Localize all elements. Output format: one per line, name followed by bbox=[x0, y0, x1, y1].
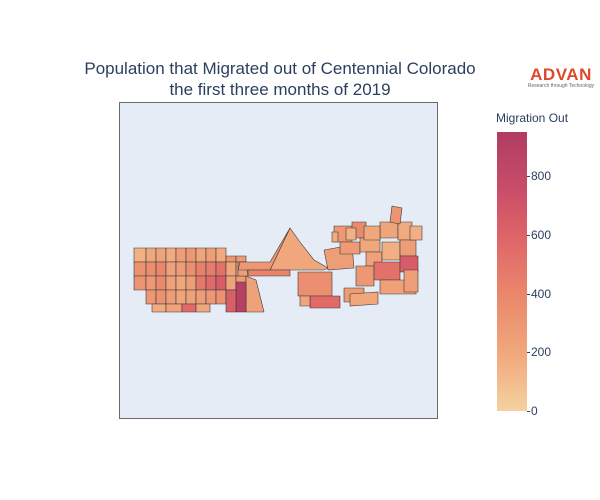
chart-title: Population that Migrated out of Centenni… bbox=[0, 58, 560, 100]
colorbar-tick-mark bbox=[527, 352, 530, 354]
colorbar-tick-label: 200 bbox=[531, 345, 552, 360]
census-tract[interactable] bbox=[379, 221, 399, 239]
census-tract[interactable] bbox=[195, 303, 211, 313]
census-tract[interactable] bbox=[205, 289, 217, 305]
census-tract[interactable] bbox=[185, 261, 197, 277]
census-tract[interactable] bbox=[389, 205, 403, 225]
census-tract[interactable] bbox=[155, 289, 167, 305]
census-tract[interactable] bbox=[409, 225, 423, 241]
census-tract[interactable] bbox=[225, 289, 237, 313]
census-tract[interactable] bbox=[225, 261, 237, 277]
census-tract[interactable] bbox=[181, 303, 197, 313]
census-tract[interactable] bbox=[155, 247, 167, 263]
census-tract[interactable] bbox=[403, 269, 419, 293]
census-tract[interactable] bbox=[363, 225, 381, 241]
colorbar-tick-mark bbox=[527, 293, 530, 295]
census-tract[interactable] bbox=[247, 269, 291, 277]
census-tract[interactable] bbox=[155, 261, 167, 277]
colorbar-tick-label: 0 bbox=[531, 404, 538, 418]
census-tract[interactable] bbox=[373, 261, 401, 281]
colorbar-tick-label: 400 bbox=[531, 286, 552, 301]
census-tract[interactable] bbox=[175, 261, 187, 277]
census-tract[interactable] bbox=[195, 261, 207, 277]
census-tract[interactable] bbox=[145, 275, 157, 291]
census-tract[interactable] bbox=[215, 275, 227, 291]
logo-brand: ADVAN bbox=[530, 65, 592, 84]
census-tract[interactable] bbox=[225, 275, 237, 291]
census-tract[interactable] bbox=[225, 255, 237, 263]
census-tract[interactable] bbox=[297, 271, 333, 297]
census-tract[interactable] bbox=[399, 239, 417, 257]
census-tract[interactable] bbox=[235, 255, 247, 263]
choropleth-map[interactable] bbox=[120, 103, 437, 418]
census-tract[interactable] bbox=[175, 289, 187, 305]
census-tract[interactable] bbox=[133, 275, 147, 291]
census-tract[interactable] bbox=[175, 275, 187, 291]
census-tract[interactable] bbox=[331, 231, 339, 243]
colorbar-tick-mark bbox=[527, 176, 530, 178]
census-tract[interactable] bbox=[349, 291, 379, 307]
census-tract[interactable] bbox=[185, 247, 197, 263]
advan-logo: ADVAN Research through Technology bbox=[526, 66, 596, 89]
census-tract[interactable] bbox=[355, 265, 375, 287]
census-tract[interactable] bbox=[165, 247, 177, 263]
census-tract[interactable] bbox=[165, 261, 177, 277]
census-tract[interactable] bbox=[205, 261, 217, 277]
census-tract[interactable] bbox=[309, 295, 341, 309]
census-tract[interactable] bbox=[215, 289, 227, 305]
census-tract[interactable] bbox=[145, 261, 157, 277]
census-tract[interactable] bbox=[195, 275, 207, 291]
census-tract[interactable] bbox=[185, 289, 197, 305]
title-line-2: the first three months of 2019 bbox=[169, 80, 391, 99]
logo-tagline: Research through Technology bbox=[527, 83, 595, 89]
census-tract[interactable] bbox=[175, 247, 187, 263]
census-tract[interactable] bbox=[399, 255, 419, 273]
census-tract[interactable] bbox=[151, 303, 167, 313]
census-tract[interactable] bbox=[235, 281, 247, 313]
census-tract[interactable] bbox=[339, 241, 361, 255]
colorbar-title: Migration Out bbox=[496, 111, 569, 125]
census-tract[interactable] bbox=[245, 275, 265, 313]
census-tract[interactable] bbox=[381, 241, 401, 261]
colorbar-tick-label: 800 bbox=[531, 169, 552, 184]
census-tract[interactable] bbox=[145, 247, 157, 263]
census-tract[interactable] bbox=[299, 295, 311, 307]
census-tract[interactable] bbox=[215, 247, 227, 263]
census-tract[interactable] bbox=[165, 275, 177, 291]
census-tract[interactable] bbox=[185, 275, 197, 291]
census-tract[interactable] bbox=[145, 289, 157, 305]
census-tract[interactable] bbox=[205, 275, 217, 291]
census-tract[interactable] bbox=[133, 247, 147, 263]
census-tract[interactable] bbox=[165, 303, 183, 313]
census-tract[interactable] bbox=[195, 247, 207, 263]
census-tract[interactable] bbox=[155, 275, 167, 291]
census-tract[interactable] bbox=[345, 227, 357, 241]
colorbar bbox=[497, 132, 527, 411]
census-tract[interactable] bbox=[205, 247, 217, 263]
census-tract[interactable] bbox=[165, 289, 177, 305]
map-frame[interactable] bbox=[119, 102, 438, 419]
census-tract[interactable] bbox=[133, 261, 147, 277]
census-tract[interactable] bbox=[195, 289, 207, 305]
colorbar-tick-label: 600 bbox=[531, 227, 552, 242]
census-tract[interactable] bbox=[215, 261, 227, 277]
colorbar-tick-mark bbox=[527, 234, 530, 236]
title-line-1: Population that Migrated out of Centenni… bbox=[84, 59, 476, 78]
colorbar-tick-mark bbox=[527, 411, 530, 412]
